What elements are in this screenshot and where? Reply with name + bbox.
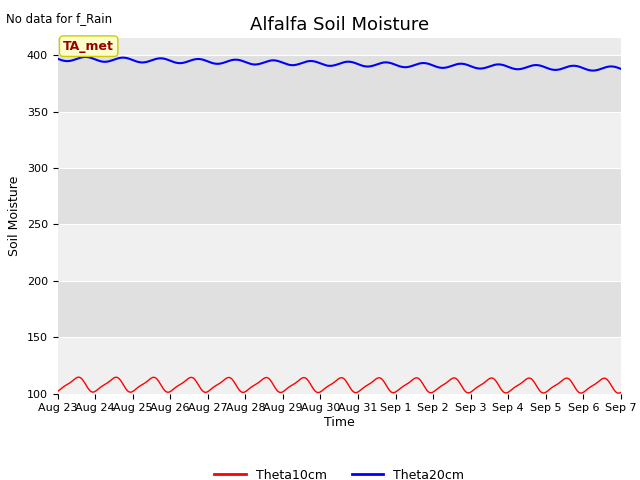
Legend: Theta10cm, Theta20cm: Theta10cm, Theta20cm — [209, 464, 469, 480]
Text: No data for f_Rain: No data for f_Rain — [6, 12, 113, 25]
Title: Alfalfa Soil Moisture: Alfalfa Soil Moisture — [250, 16, 429, 34]
Bar — [58, 281, 621, 337]
X-axis label: Time: Time — [324, 416, 355, 429]
Text: TA_met: TA_met — [63, 40, 114, 53]
Bar — [58, 337, 621, 394]
Bar — [58, 168, 621, 225]
Bar — [58, 225, 621, 281]
Bar — [58, 112, 621, 168]
Y-axis label: Soil Moisture: Soil Moisture — [8, 176, 21, 256]
Bar — [58, 55, 621, 112]
